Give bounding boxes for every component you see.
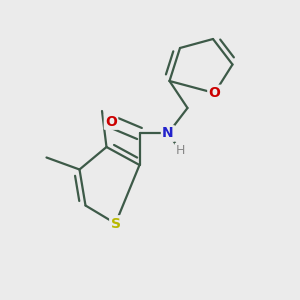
Text: N: N xyxy=(162,127,174,140)
Text: H: H xyxy=(175,143,185,157)
Text: O: O xyxy=(208,86,220,100)
Text: O: O xyxy=(105,115,117,128)
Text: S: S xyxy=(110,217,121,230)
